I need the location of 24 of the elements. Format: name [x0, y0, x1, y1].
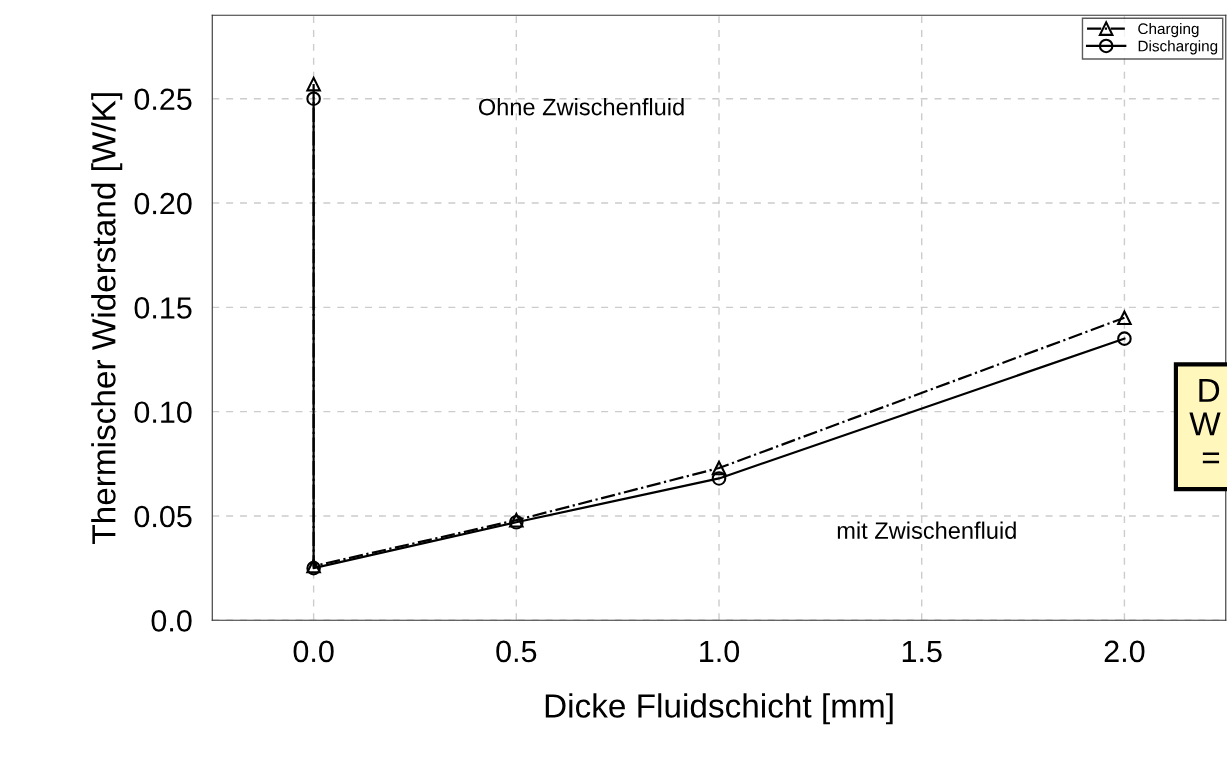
point — [1117, 331, 1132, 346]
y-tick-label: 0.10 — [134, 401, 192, 424]
x-tick-label: 0.0 — [293, 640, 334, 663]
x-tick-label: 1.5 — [902, 640, 942, 663]
legend-label: Charging — [1138, 22, 1199, 38]
y-tick-label: 0.25 — [134, 88, 192, 111]
y-tick-label: 0.0 — [151, 610, 192, 632]
x-tick-label: 2.0 — [1104, 640, 1145, 663]
x-axis-title: Dicke Fluidschicht [mm] — [545, 693, 893, 725]
x-tick-label: 0.5 — [496, 640, 537, 663]
y-tick-label: 0.20 — [134, 192, 192, 215]
annotation: Ohne Zwischenfluid — [478, 98, 684, 116]
y-tick-label: 0.15 — [134, 297, 192, 319]
annotation: mit Zwischenfluid — [837, 521, 1016, 539]
y-tick-label: 0.05 — [134, 505, 192, 528]
point — [1117, 310, 1132, 326]
legend-label: Discharging — [1138, 40, 1218, 55]
annotation: D W = — [1189, 378, 1221, 464]
point — [306, 91, 321, 107]
point — [306, 76, 321, 92]
point — [711, 460, 727, 476]
x-tick-label: 1.0 — [700, 640, 740, 663]
y-axis-title: Thermischer Widerstand [W/K] — [91, 93, 123, 544]
point — [711, 471, 727, 486]
